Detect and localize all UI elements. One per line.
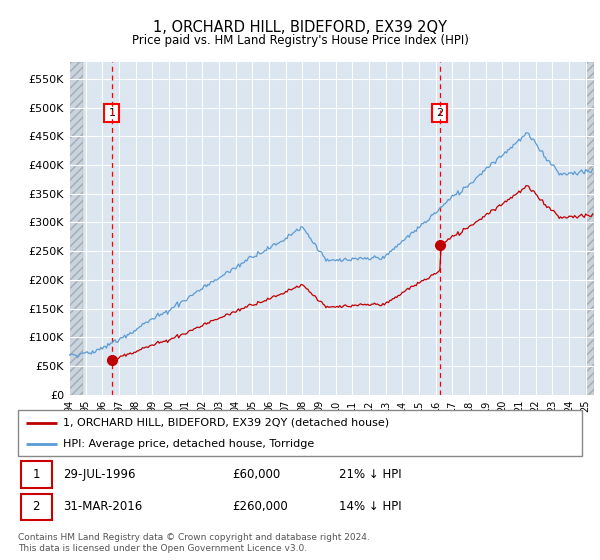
Bar [69,62,83,395]
Text: 1, ORCHARD HILL, BIDEFORD, EX39 2QY: 1, ORCHARD HILL, BIDEFORD, EX39 2QY [153,20,447,35]
Text: 31-MAR-2016: 31-MAR-2016 [63,500,142,514]
Text: 29-JUL-1996: 29-JUL-1996 [63,468,136,481]
Text: £260,000: £260,000 [232,500,288,514]
Text: HPI: Average price, detached house, Torridge: HPI: Average price, detached house, Torr… [63,439,314,449]
Text: 1: 1 [109,108,115,118]
FancyBboxPatch shape [21,461,52,488]
FancyBboxPatch shape [18,410,582,456]
Text: 1, ORCHARD HILL, BIDEFORD, EX39 2QY (detached house): 1, ORCHARD HILL, BIDEFORD, EX39 2QY (det… [63,418,389,428]
Text: 14% ↓ HPI: 14% ↓ HPI [340,500,402,514]
Text: £60,000: £60,000 [232,468,281,481]
Text: 2: 2 [32,500,40,514]
Text: Price paid vs. HM Land Registry's House Price Index (HPI): Price paid vs. HM Land Registry's House … [131,34,469,46]
Text: 2: 2 [436,108,443,118]
Bar [586,62,594,395]
Text: 1: 1 [32,468,40,481]
Text: Contains HM Land Registry data © Crown copyright and database right 2024.
This d: Contains HM Land Registry data © Crown c… [18,533,370,553]
Text: 21% ↓ HPI: 21% ↓ HPI [340,468,402,481]
FancyBboxPatch shape [21,493,52,520]
